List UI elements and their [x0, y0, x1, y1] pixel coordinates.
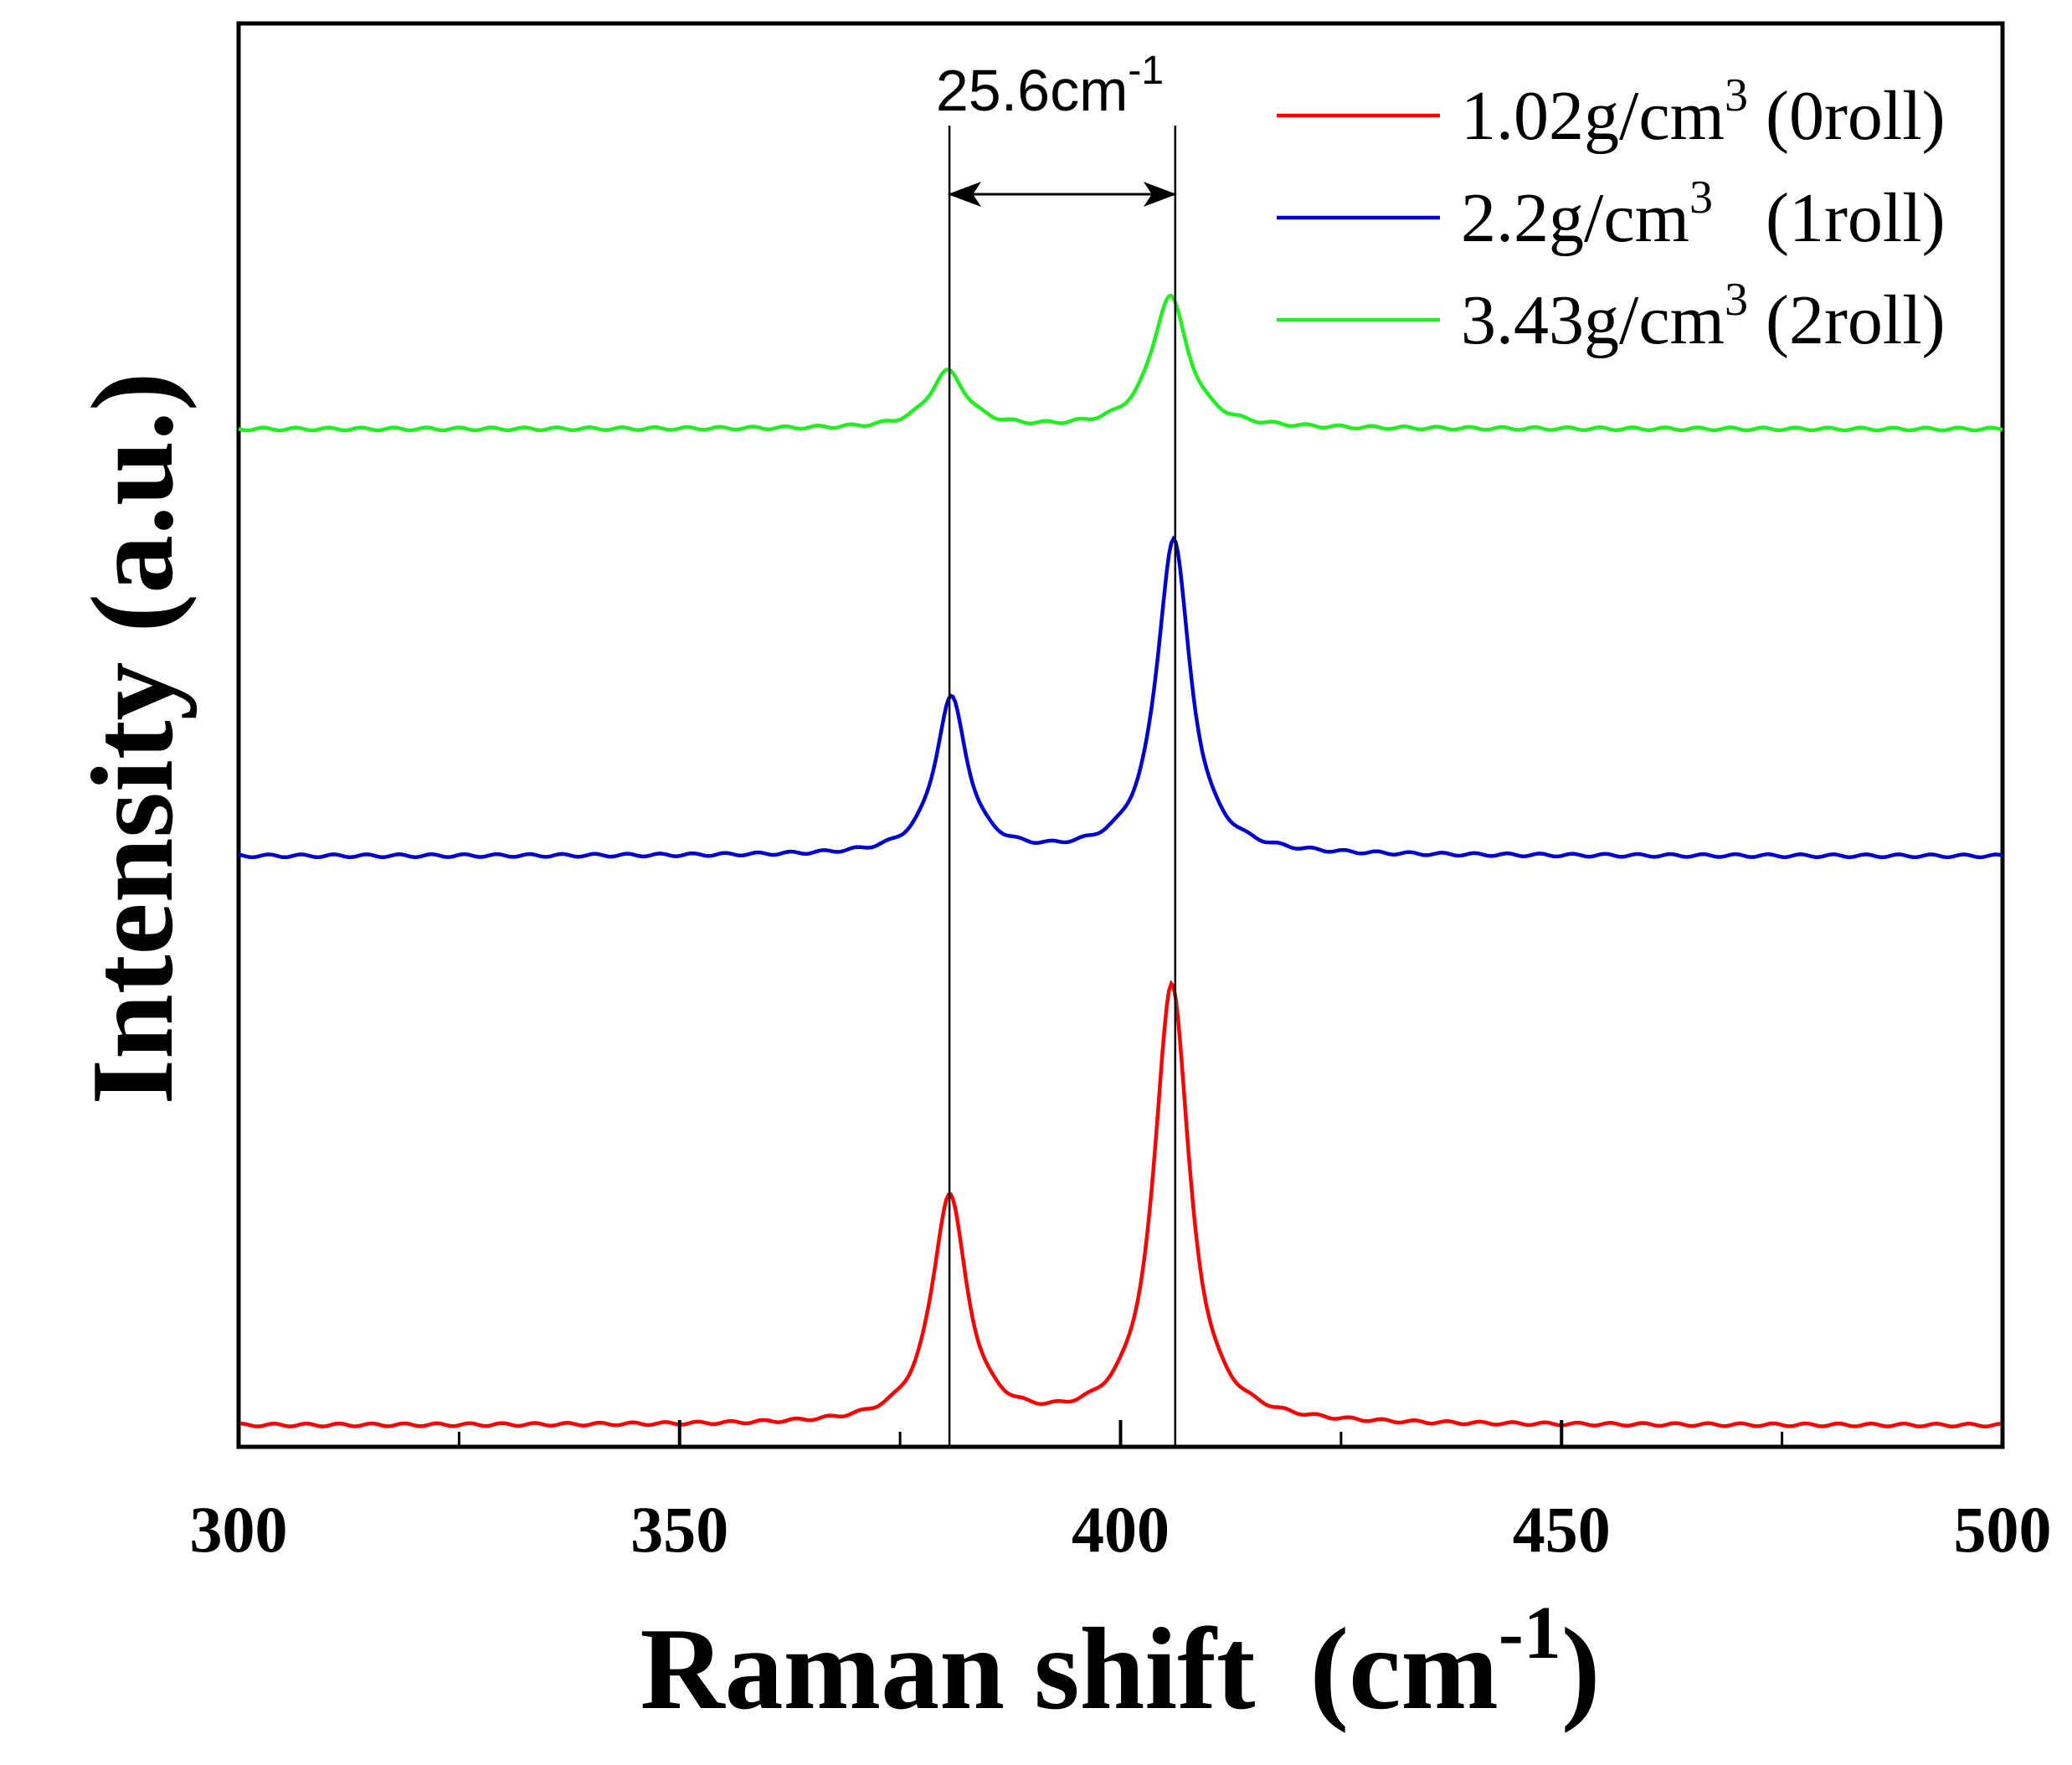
y-axis-title: Intensity (a.u.)	[68, 372, 198, 1104]
x-tick-label: 500	[1954, 1493, 2052, 1566]
legend-label-2: 3.43g/cm3 (2roll)	[1461, 274, 1946, 359]
series-line-2	[238, 293, 2003, 433]
x-tick-label: 400	[1072, 1493, 1170, 1566]
series-line-0	[238, 980, 2003, 1428]
x-axis-title-close: )	[1561, 1604, 1601, 1734]
x-axis-ticks: 300 350 400 450 500	[190, 1420, 2052, 1566]
x-tick-label: 450	[1513, 1493, 1611, 1566]
series-layer	[238, 293, 2003, 1428]
x-axis-title-sup: -1	[1499, 1592, 1561, 1675]
series-line-1	[238, 535, 2003, 860]
x-tick-label: 350	[630, 1493, 728, 1566]
legend-label-0: 1.02g/cm3 (0roll)	[1461, 69, 1946, 155]
x-axis-title-text: Raman shift	[640, 1604, 1255, 1734]
peak-shift-annotation: 25.6cm-1	[936, 49, 1177, 1447]
legend-label-1: 2.2g/cm3 (1roll)	[1461, 172, 1946, 257]
x-axis-title: Raman shift (cm-1)	[640, 1592, 1600, 1734]
shift-label: 25.6cm-1	[936, 49, 1164, 123]
legend: 1.02g/cm3 (0roll) 2.2g/cm3 (1roll) 3.43g/c…	[1277, 69, 1946, 359]
x-axis-title-unit: (cm	[1310, 1604, 1499, 1734]
x-tick-label: 300	[190, 1493, 288, 1566]
